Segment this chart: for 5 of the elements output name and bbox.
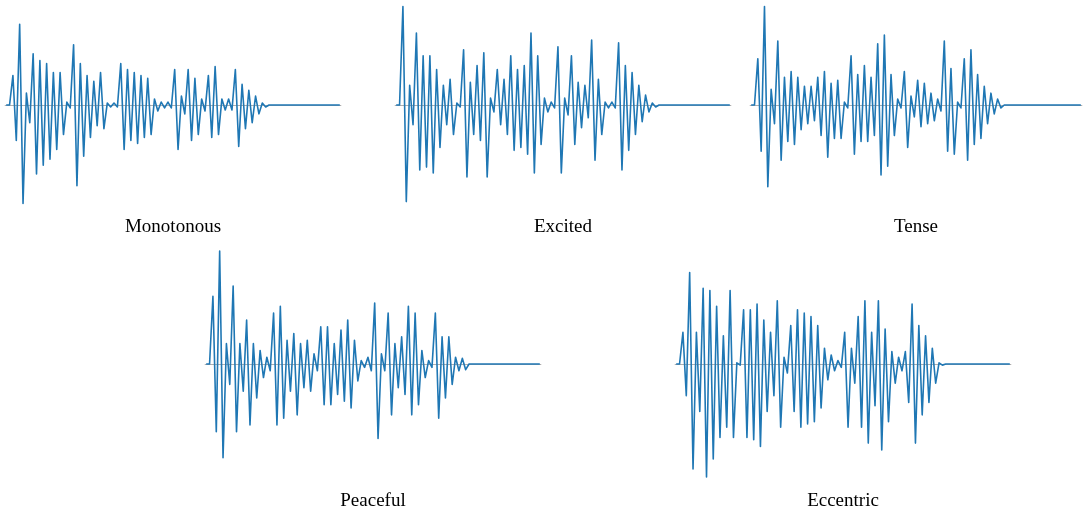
text: Excited: [533, 214, 593, 236]
text: Peaceful: [340, 488, 406, 510]
text: Monotonous: [124, 214, 222, 236]
text: Eccentric: [807, 488, 879, 510]
text: Tense: [893, 214, 939, 236]
